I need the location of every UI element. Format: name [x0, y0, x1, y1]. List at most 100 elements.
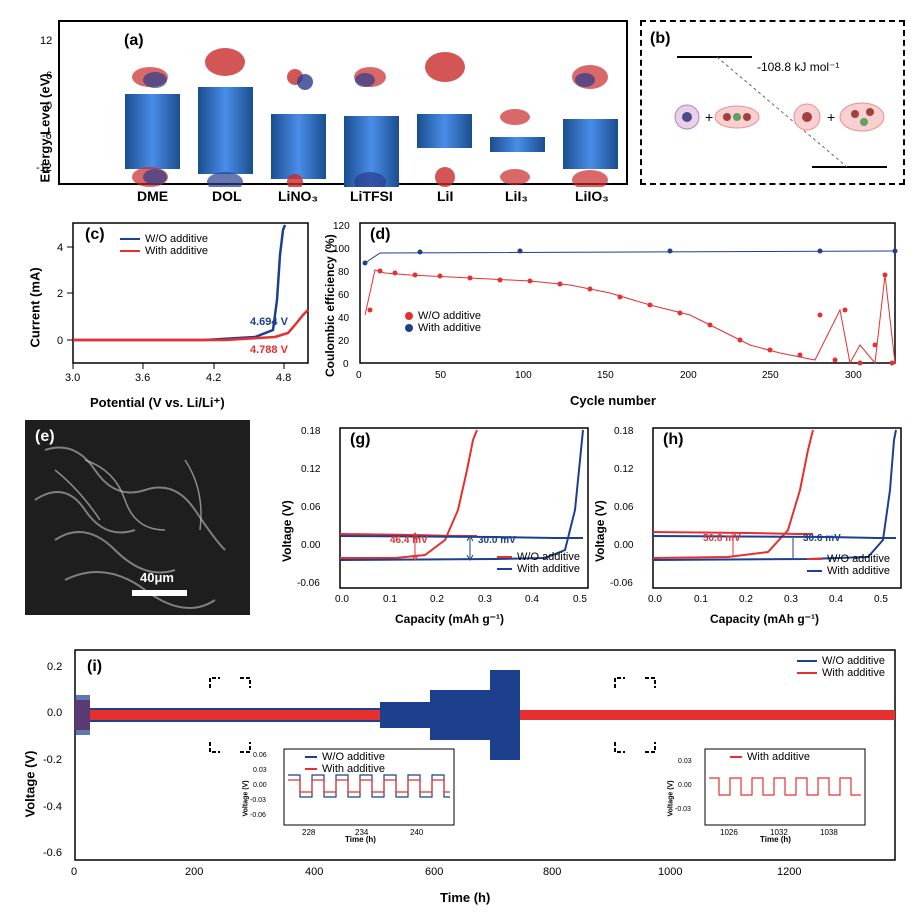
svg-text:60: 60	[338, 290, 350, 301]
panel-h-chart: 0.180.120.06 0.00-0.06 0.00.10.2 0.30.40…	[608, 420, 908, 615]
panel-c: 3.0 3.6 4.2 4.8 0 2 4 4.694 V 4.788 V (c…	[25, 215, 315, 390]
svg-text:200: 200	[680, 370, 697, 381]
svg-text:1000: 1000	[658, 866, 682, 878]
svg-text:1026: 1026	[720, 828, 738, 837]
panel-i-inset2: 0.030.00-0.03 102610321038 With additive…	[675, 745, 870, 845]
panel-d-chart: 02040 6080100120 050100 150200250300	[320, 215, 905, 390]
legend: With additive	[305, 763, 385, 775]
panel-c-xlabel: Potential (V vs. Li/Li⁺)	[90, 395, 225, 411]
svg-text:0.03: 0.03	[253, 767, 267, 774]
legend: W/O additive	[305, 751, 385, 763]
legend-wo-additive: W/O additive	[120, 233, 208, 245]
svg-text:0.5: 0.5	[573, 594, 587, 605]
panel-g-xlabel: Capacity (mAh g⁻¹)	[395, 612, 504, 626]
svg-text:20: 20	[338, 336, 350, 347]
legend: W/O additive	[807, 553, 890, 565]
panel-d-ylabel: Coulombic efficiency (%)	[323, 217, 337, 377]
svg-text:0.18: 0.18	[614, 426, 634, 437]
panel-b-diagram: + +	[642, 22, 907, 187]
panel-b: (b) + + -108.8 kJ mol⁻¹	[640, 20, 905, 185]
svg-text:4.2: 4.2	[206, 372, 221, 384]
svg-text:0.00: 0.00	[678, 782, 692, 789]
svg-text:40: 40	[338, 313, 350, 324]
panel-a-chart	[60, 22, 630, 187]
svg-text:0.3: 0.3	[784, 594, 798, 605]
svg-text:0.03: 0.03	[678, 758, 692, 765]
panel-h-xlabel: Capacity (mAh g⁻¹)	[710, 612, 819, 626]
svg-text:-0.03: -0.03	[250, 797, 266, 804]
svg-text:-0.03: -0.03	[675, 806, 691, 813]
legend-with-additive: With additive	[120, 245, 208, 257]
cat: DOL	[212, 188, 242, 204]
svg-text:-0.2: -0.2	[43, 754, 62, 766]
panel-h: 0.180.120.06 0.00-0.06 0.00.10.2 0.30.40…	[608, 420, 908, 615]
svg-text:0.4: 0.4	[525, 594, 539, 605]
panel-h-label: (h)	[663, 431, 683, 449]
panel-i: 0.20.0-0.2 -0.4-0.6 0200400 600800100012…	[25, 640, 905, 890]
panel-d-label: (d)	[370, 226, 390, 244]
legend-with: With additive	[405, 322, 481, 334]
svg-text:0: 0	[356, 370, 362, 381]
svg-text:0.2: 0.2	[739, 594, 753, 605]
panel-i-ylabel: Voltage (V)	[23, 698, 38, 818]
inset2-xlabel: Time (h)	[760, 835, 791, 844]
panel-e-label: (e)	[35, 428, 55, 446]
svg-text:250: 250	[762, 370, 779, 381]
legend: With additive	[807, 565, 890, 577]
svg-text:1038: 1038	[820, 828, 838, 837]
panel-i-xlabel: Time (h)	[440, 890, 490, 905]
svg-text:0.12: 0.12	[614, 464, 634, 475]
panel-b-delta: -108.8 kJ mol⁻¹	[757, 60, 839, 74]
svg-text:228: 228	[302, 828, 316, 837]
legend: With additive	[797, 667, 885, 679]
inset2-ylabel: Voltage (V)	[668, 757, 675, 817]
panel-e: (e) 40μm	[25, 420, 250, 615]
svg-text:3.0: 3.0	[65, 372, 80, 384]
svg-text:0.0: 0.0	[47, 707, 62, 719]
ann-blue: 30.0 mV	[478, 535, 516, 546]
svg-text:0.06: 0.06	[253, 752, 267, 759]
inset1-ylabel: Voltage (V)	[243, 757, 250, 817]
svg-text:+: +	[705, 109, 713, 125]
panel-a: (a)	[58, 20, 628, 185]
svg-text:-0.6: -0.6	[43, 847, 62, 859]
panel-i-inset1: 0.060.030.00-0.03-0.06 228234240 W/O add…	[250, 745, 460, 845]
svg-text:4.694 V: 4.694 V	[250, 316, 289, 328]
svg-text:300: 300	[845, 370, 862, 381]
svg-text:0.06: 0.06	[614, 502, 634, 513]
svg-text:-0.06: -0.06	[297, 578, 320, 589]
svg-text:0: 0	[57, 335, 63, 347]
svg-text:600: 600	[425, 866, 443, 878]
ann-blue: 30.6 mV	[803, 533, 841, 544]
cat: LiI₃	[505, 188, 528, 204]
svg-text:240: 240	[410, 828, 424, 837]
svg-text:100: 100	[515, 370, 532, 381]
ann-red: 46.4 mV	[390, 535, 428, 546]
cat: LiIO₃	[575, 188, 609, 204]
scalebar-text: 40μm	[140, 570, 174, 585]
svg-text:0.2: 0.2	[430, 594, 444, 605]
legend: W/O additive	[797, 655, 885, 667]
svg-text:1200: 1200	[777, 866, 801, 878]
svg-text:0.00: 0.00	[253, 782, 267, 789]
cat: DME	[137, 188, 168, 204]
panel-g-label: (g)	[350, 431, 370, 449]
legend: With additive	[730, 751, 810, 763]
inset1-xlabel: Time (h)	[345, 835, 376, 844]
svg-text:0.0: 0.0	[648, 594, 662, 605]
svg-text:3.6: 3.6	[135, 372, 150, 384]
panel-i-label: (i)	[87, 658, 102, 676]
panel-d: 02040 6080100120 050100 150200250300 (d)…	[320, 215, 905, 390]
legend: W/O additive	[497, 551, 580, 563]
svg-text:0.18: 0.18	[301, 426, 321, 437]
svg-text:2: 2	[57, 288, 63, 300]
svg-text:-0.06: -0.06	[250, 812, 266, 819]
panel-c-ylabel: Current (mA)	[28, 228, 43, 348]
svg-text:0.00: 0.00	[301, 540, 321, 551]
svg-text:200: 200	[185, 866, 203, 878]
svg-text:4: 4	[57, 242, 63, 254]
cat: LiI	[437, 188, 453, 204]
svg-text:50: 50	[435, 370, 447, 381]
svg-text:80: 80	[338, 267, 350, 278]
svg-text:0.3: 0.3	[478, 594, 492, 605]
